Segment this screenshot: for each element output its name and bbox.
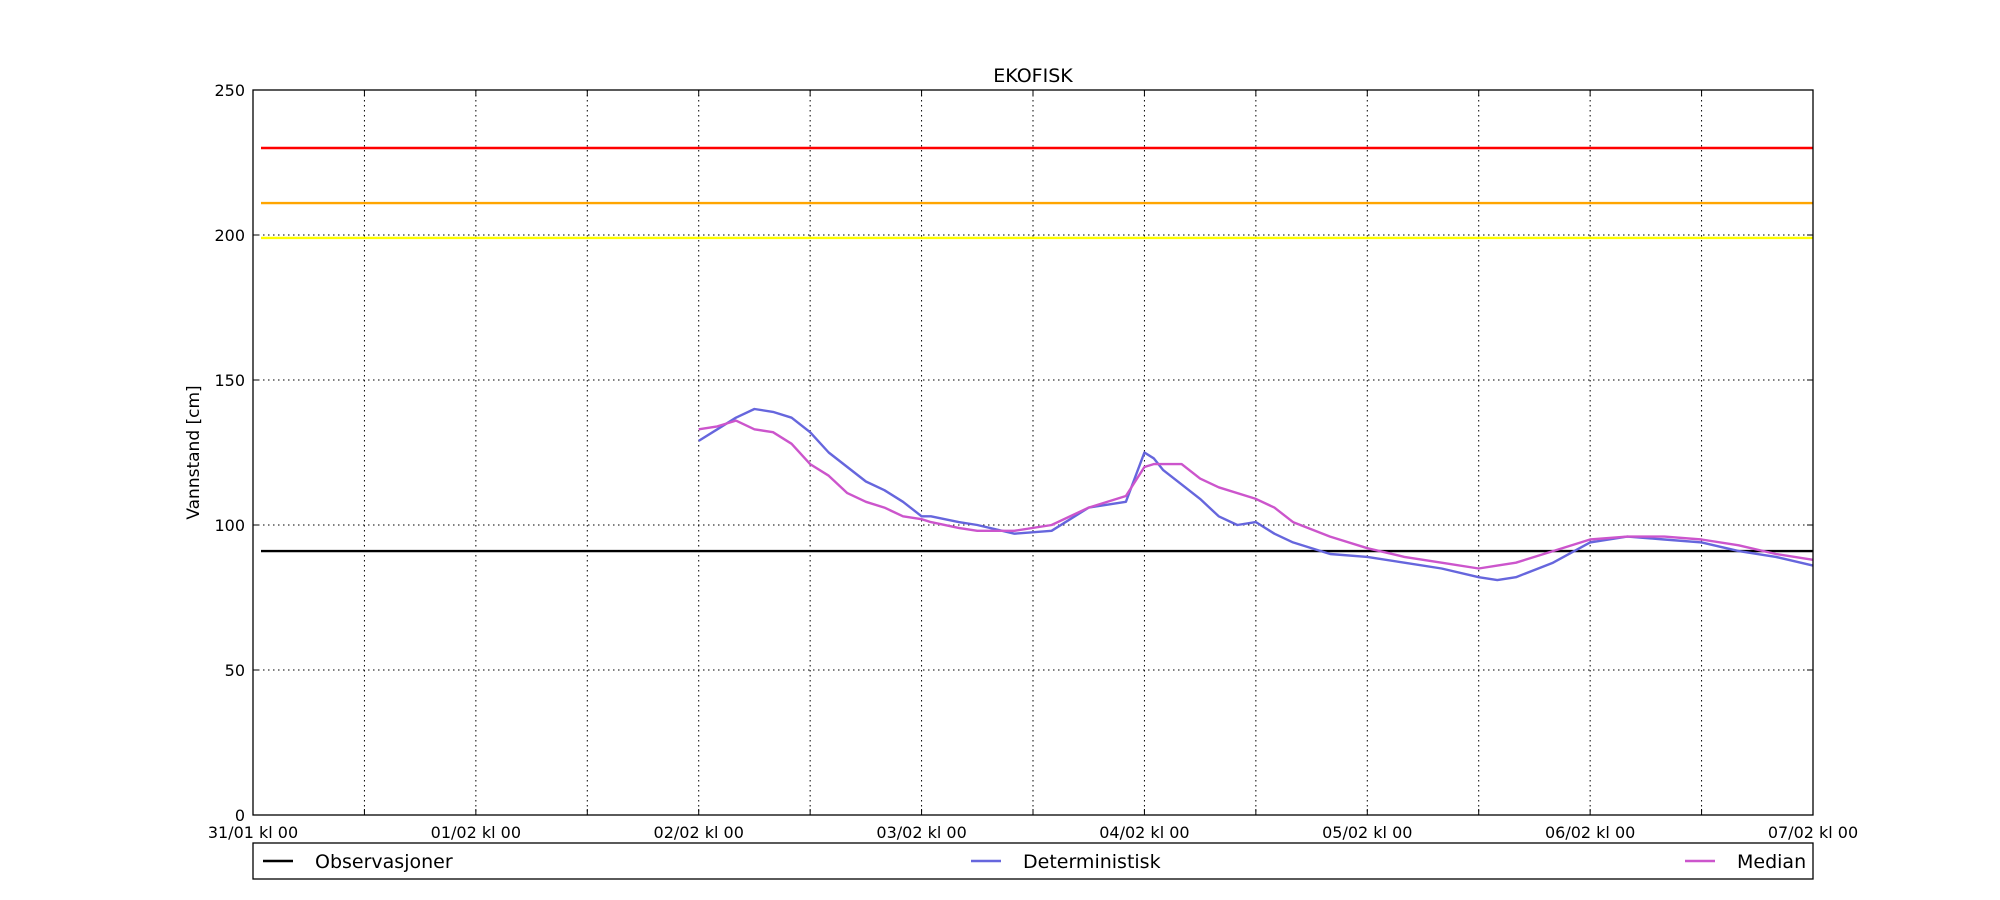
x-tick-label: 05/02 kl 00 — [1322, 823, 1412, 842]
legend-label: Observasjoner — [315, 851, 453, 873]
legend-label: Median — [1737, 851, 1806, 873]
chart-title: EKOFISK — [993, 65, 1073, 87]
series-layer — [698, 407, 1814, 582]
legend-label: Deterministisk — [1023, 851, 1161, 873]
legend: Observasjoner Deterministisk Median — [252, 842, 1814, 880]
x-tick-label: 06/02 kl 00 — [1545, 823, 1635, 842]
threshold-layer — [261, 146, 1813, 553]
tick-layer: 0 50 100 150 200 250 31/01 kl 00 01/02 kl 00 02/… — [208, 81, 1858, 842]
y-tick-label: 200 — [214, 226, 245, 245]
x-tick-label: 03/02 kl 00 — [876, 823, 966, 842]
y-axis-title: Vannstand [cm] — [184, 385, 204, 519]
y-tick-label: 250 — [214, 81, 245, 100]
y-tick-label: 0 — [235, 806, 245, 825]
x-tick-label: 04/02 kl 00 — [1099, 823, 1189, 842]
y-tick-label: 150 — [214, 371, 245, 390]
y-tick-label: 50 — [225, 661, 245, 680]
x-tick-label: 07/02 kl 00 — [1768, 823, 1858, 842]
x-tick-label: 31/01 kl 00 — [208, 823, 298, 842]
grid-layer — [253, 90, 1813, 815]
y-tick-label: 100 — [214, 516, 245, 535]
x-tick-label: 02/02 kl 00 — [654, 823, 744, 842]
legend-frame — [252, 842, 1814, 880]
series-line-deterministisk — [698, 407, 1814, 582]
series-line-median — [698, 419, 1814, 570]
x-tick-label: 01/02 kl 00 — [431, 823, 521, 842]
